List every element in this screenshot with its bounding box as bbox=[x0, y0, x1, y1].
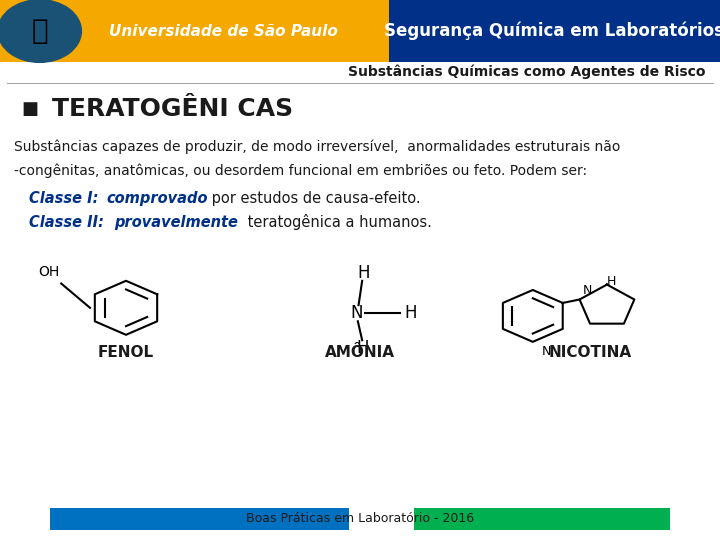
Text: -congênitas, anatômicas, ou desordem funcional em embriões ou feto. Podem ser:: -congênitas, anatômicas, ou desordem fun… bbox=[14, 164, 588, 178]
Text: Boas Práticas em Laboratório - 2016: Boas Práticas em Laboratório - 2016 bbox=[246, 512, 474, 525]
Text: OH: OH bbox=[37, 265, 59, 279]
Text: FENOL: FENOL bbox=[98, 345, 154, 360]
Text: Segurança Química em Laboratórios: Segurança Química em Laboratórios bbox=[384, 22, 720, 40]
FancyBboxPatch shape bbox=[50, 508, 349, 530]
Circle shape bbox=[0, 0, 81, 62]
Text: TERATOGÊNI CAS: TERATOGÊNI CAS bbox=[52, 97, 293, 121]
Text: 🌐: 🌐 bbox=[31, 17, 48, 45]
FancyBboxPatch shape bbox=[414, 508, 670, 530]
Text: por estudos de causa-efeito.: por estudos de causa-efeito. bbox=[207, 191, 421, 206]
Text: H: H bbox=[607, 275, 616, 288]
Text: N: N bbox=[583, 284, 593, 297]
Text: ■: ■ bbox=[22, 100, 39, 118]
Text: Classe I:: Classe I: bbox=[29, 191, 99, 206]
Text: AMÔNIA: AMÔNIA bbox=[325, 345, 395, 360]
FancyBboxPatch shape bbox=[0, 0, 389, 62]
Text: comprovado: comprovado bbox=[107, 191, 208, 206]
Text: H: H bbox=[404, 304, 417, 322]
Text: Universidade de São Paulo: Universidade de São Paulo bbox=[109, 24, 338, 38]
Text: Substâncias capazes de produzir, de modo irreversível,  anormalidades estruturai: Substâncias capazes de produzir, de modo… bbox=[14, 140, 621, 154]
Text: H: H bbox=[356, 339, 369, 357]
FancyBboxPatch shape bbox=[389, 0, 720, 62]
Text: Classe II:: Classe II: bbox=[29, 215, 104, 230]
Text: N: N bbox=[541, 345, 552, 358]
Text: Substâncias Químicas como Agentes de Risco: Substâncias Químicas como Agentes de Ris… bbox=[348, 64, 706, 78]
Text: provavelmente: provavelmente bbox=[114, 215, 238, 230]
Text: N: N bbox=[350, 304, 363, 322]
Text: H: H bbox=[357, 264, 370, 282]
Text: NICOTINA: NICOTINA bbox=[549, 345, 632, 360]
Text: teratogênica a humanos.: teratogênica a humanos. bbox=[243, 214, 432, 231]
